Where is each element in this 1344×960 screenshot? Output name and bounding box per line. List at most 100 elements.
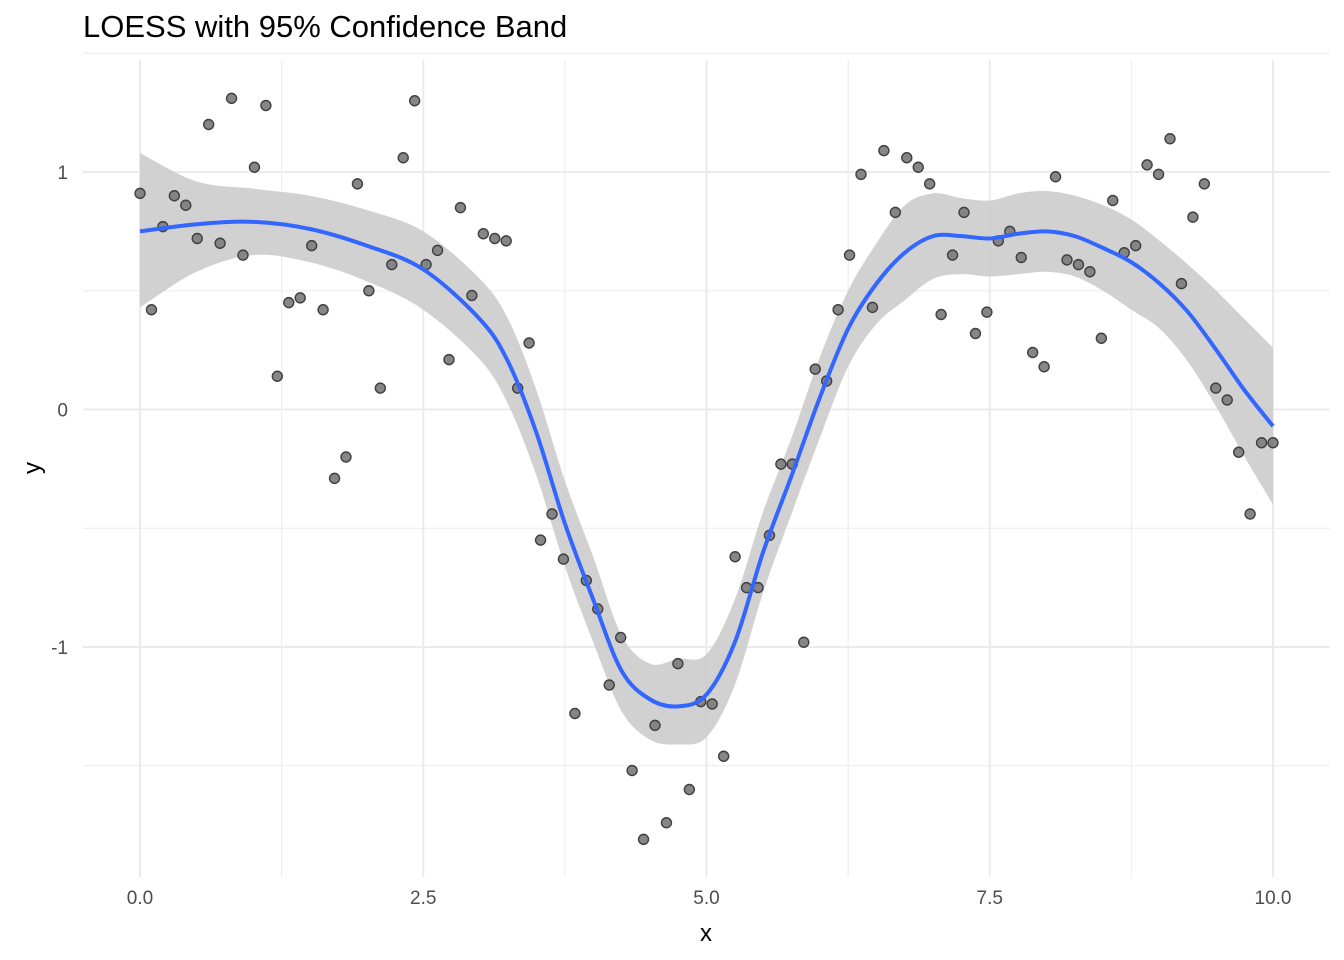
data-point (901, 152, 913, 164)
data-point (271, 370, 284, 382)
data-point (305, 239, 318, 252)
data-point (1049, 171, 1062, 183)
data-point (134, 187, 146, 200)
data-point (248, 161, 261, 173)
x-tick-label: 5.0 (693, 888, 719, 909)
y-axis-title: y (19, 462, 46, 474)
data-point (180, 199, 192, 211)
data-point (832, 304, 844, 316)
data-point (408, 95, 421, 107)
data-point (1129, 239, 1142, 252)
data-point (878, 144, 890, 157)
data-point (729, 551, 741, 563)
loess-line (139, 219, 1275, 709)
data-point (466, 289, 478, 302)
data-point (889, 206, 902, 219)
data-point (626, 764, 638, 777)
data-point (1232, 446, 1245, 458)
data-point (1084, 266, 1096, 278)
x-tick-label: 10.0 (1255, 888, 1292, 909)
x-tick-label: 2.5 (410, 888, 436, 909)
data-point (386, 258, 398, 271)
data-point (523, 337, 535, 349)
data-point (809, 363, 821, 375)
data-point (683, 783, 696, 796)
y-axis-ticks: 1 0 -1 (51, 163, 68, 659)
data-point (283, 296, 295, 309)
data-point (500, 235, 512, 247)
data-point (225, 92, 238, 105)
data-point (843, 249, 856, 261)
data-point (969, 327, 982, 340)
data-point (534, 534, 547, 546)
data-point (866, 301, 879, 314)
data-point (477, 228, 490, 240)
x-axis-title: x (700, 920, 712, 947)
confidence-band-area (140, 153, 1273, 745)
data-point (660, 817, 673, 829)
data-point (614, 631, 627, 644)
data-point (672, 657, 684, 670)
y-tick-label: -1 (51, 638, 68, 659)
data-point (328, 472, 341, 485)
grid-lines (83, 52, 1330, 877)
data-point (340, 451, 352, 463)
y-tick-label: 0 (57, 401, 68, 422)
x-axis-ticks: 0.0 2.5 5.0 7.5 10.0 (127, 888, 1292, 909)
y-tick-label: 1 (57, 163, 68, 184)
data-point (1072, 258, 1085, 271)
data-point (1175, 277, 1188, 290)
data-point (489, 232, 501, 245)
data-point (935, 308, 947, 321)
data-point (431, 244, 444, 257)
loess-fit-line (139, 219, 1275, 709)
data-point (294, 292, 306, 304)
data-point (443, 353, 455, 366)
data-point (363, 285, 375, 297)
data-point (603, 679, 615, 691)
data-point (557, 553, 570, 565)
data-point (237, 249, 249, 261)
data-point (317, 304, 329, 316)
data-point (374, 382, 387, 394)
data-point (191, 232, 203, 245)
data-point (1244, 508, 1256, 520)
data-point (214, 237, 226, 249)
data-point (1015, 251, 1027, 264)
data-point (706, 698, 718, 710)
data-point (717, 750, 730, 762)
x-tick-label: 7.5 (977, 888, 1003, 909)
data-point (1221, 394, 1233, 406)
data-point (649, 719, 661, 732)
data-point (1061, 254, 1073, 266)
data-point (923, 178, 936, 190)
data-point (1210, 382, 1222, 394)
data-point (1026, 346, 1039, 359)
data-point (1141, 159, 1153, 171)
x-tick-label: 0.0 (127, 888, 153, 909)
data-point (1107, 194, 1119, 207)
data-point (1164, 133, 1176, 145)
chart-title: LOESS with 95% Confidence Band (83, 9, 568, 44)
data-point (569, 707, 581, 720)
data-point (145, 304, 158, 316)
data-point (546, 508, 558, 520)
confidence-band (140, 153, 1273, 745)
data-point (637, 833, 650, 846)
data-point (168, 190, 181, 202)
data-point (202, 118, 215, 131)
data-point (1267, 437, 1279, 449)
data-point (1187, 211, 1199, 223)
data-point (855, 168, 867, 181)
data-point (1255, 437, 1268, 449)
data-point (798, 636, 810, 648)
data-point (1152, 168, 1165, 181)
data-point (958, 206, 970, 219)
data-point (981, 306, 993, 318)
data-point (397, 152, 409, 164)
data-point (1038, 361, 1050, 373)
data-point (946, 249, 959, 261)
data-point (912, 161, 924, 173)
data-point (351, 178, 364, 190)
